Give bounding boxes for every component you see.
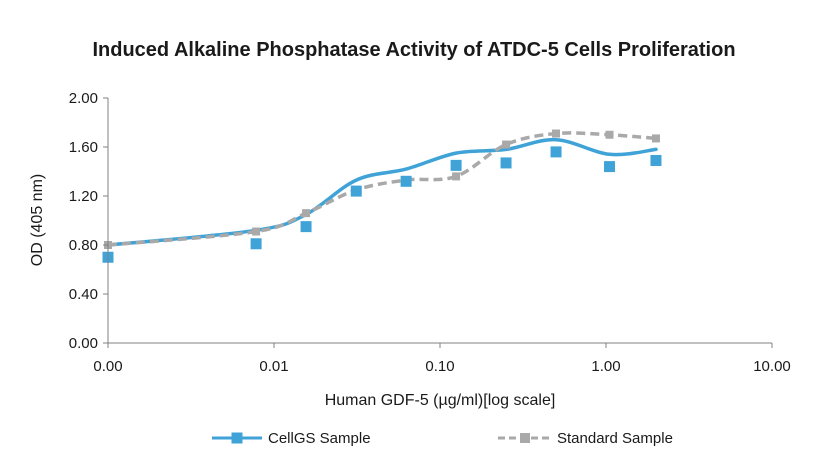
x-axis-label: Human GDF-5 (µg/ml)[log scale] [325, 392, 556, 409]
data-point-cellgs [450, 159, 462, 171]
legend-item-cellgs: CellGS Sample [212, 430, 371, 447]
x-tick-label: 0.01 [259, 358, 288, 375]
legend-swatch-marker-standard [520, 433, 530, 443]
y-tick-label: 1.20 [69, 188, 98, 205]
legend-label-standard: Standard Sample [557, 430, 673, 447]
x-tick-label: 0.00 [93, 358, 122, 375]
data-point-cellgs [350, 185, 362, 197]
data-point-cellgs [500, 157, 512, 169]
data-point-standard [452, 172, 461, 181]
legend-label-cellgs: CellGS Sample [268, 430, 371, 447]
y-tick-label: 0.00 [69, 335, 98, 352]
x-tick-label: 10.00 [753, 358, 791, 375]
x-ticks: 0.00 0.01 0.10 1.00 10.00 [93, 343, 791, 375]
y-tick-label: 0.80 [69, 237, 98, 254]
chart-title: Induced Alkaline Phosphatase Activity of… [92, 39, 735, 61]
legend-swatch-marker-cellgs [231, 432, 243, 444]
legend-item-standard: Standard Sample [498, 430, 673, 447]
data-point-standard [605, 130, 614, 139]
y-tick-label: 0.40 [69, 286, 98, 303]
y-axis-label: OD (405 nm) [29, 174, 46, 266]
y-ticks: 0.00 0.40 0.80 1.20 1.60 2.00 [69, 90, 108, 352]
data-point-cellgs [250, 238, 262, 250]
data-point-standard [252, 227, 261, 236]
x-tick-label: 1.00 [591, 358, 620, 375]
data-point-standard [502, 140, 511, 149]
data-point-cellgs [604, 161, 616, 173]
series-line-standard [107, 131, 657, 247]
data-point-standard [552, 129, 561, 138]
data-point-standard [651, 134, 660, 143]
y-tick-label: 1.60 [69, 139, 98, 156]
data-point-cellgs [550, 146, 562, 158]
y-tick-label: 2.00 [69, 90, 98, 107]
series-line-cellgs [106, 137, 658, 247]
plot-area [102, 129, 662, 263]
legend: CellGS Sample Standard Sample [212, 430, 673, 447]
data-point-cellgs [300, 221, 312, 233]
data-point-cellgs [650, 154, 662, 166]
data-point-cellgs [400, 175, 412, 187]
x-tick-label: 0.10 [425, 358, 454, 375]
data-point-standard [302, 209, 311, 218]
